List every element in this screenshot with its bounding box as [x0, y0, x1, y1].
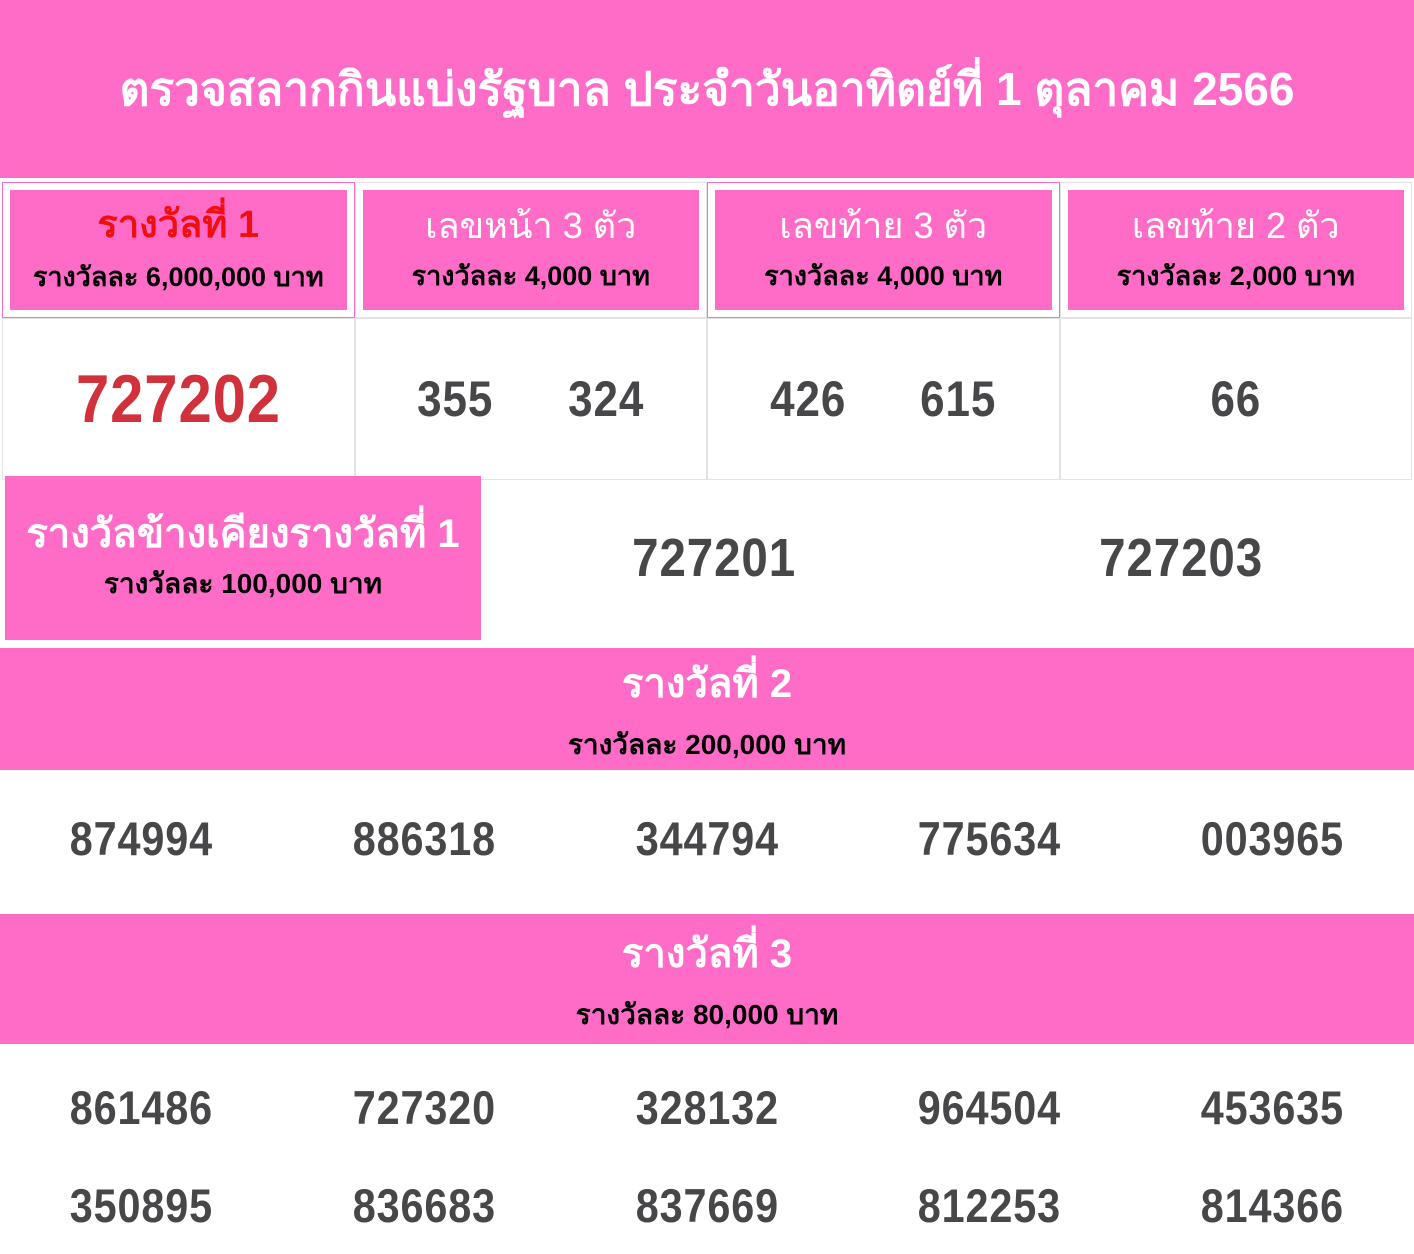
header-cell-last2: เลขท้าย 2 ตัว รางวัลละ 2,000 บาท [1060, 182, 1413, 318]
prize3-number: 861486 [70, 1080, 213, 1135]
last3-header: เลขท้าย 3 ตัว รางวัลละ 4,000 บาท [715, 190, 1052, 310]
prize2-title: รางวัลที่ 2 [622, 651, 792, 715]
prize3-number: 328132 [635, 1080, 778, 1135]
prize3-number: 814366 [1201, 1178, 1344, 1233]
prize3-number: 964504 [918, 1080, 1061, 1135]
prize3-number: 837669 [635, 1178, 778, 1233]
last2-number: 66 [1210, 370, 1261, 428]
last2-title: เลขท้าย 2 ตัว [1132, 203, 1340, 248]
last3-title: เลขท้าย 3 ตัว [779, 203, 987, 248]
prize3-numbers-row-1: 861486 727320 328132 964504 453635 [0, 1058, 1414, 1156]
prize2-banner: รางวัลที่ 2 รางวัลละ 200,000 บาท [0, 648, 1414, 770]
prize2-number: 003965 [1201, 811, 1344, 866]
prize3-banner: รางวัลที่ 3 รางวัลละ 80,000 บาท [0, 914, 1414, 1044]
near-prize-number-2: 727203 [1099, 527, 1263, 589]
page-title: ตรวจสลากกินแบ่งรัฐบาล ประจำวันอาทิตย์ที่… [120, 53, 1295, 126]
near-prize-header: รางวัลข้างเคียงรางวัลที่ 1 รางวัลละ 100,… [5, 476, 481, 640]
prize2-number: 775634 [918, 811, 1061, 866]
last3-number-2: 615 [920, 370, 996, 428]
prize2-subtitle: รางวัลละ 200,000 บาท [568, 723, 846, 767]
header-cell-last3: เลขท้าย 3 ตัว รางวัลละ 4,000 บาท [707, 182, 1060, 318]
page-title-banner: ตรวจสลากกินแบ่งรัฐบาล ประจำวันอาทิตย์ที่… [0, 0, 1414, 178]
prize3-numbers-row-2: 350895 836683 837669 812253 814366 [0, 1156, 1414, 1254]
front3-subtitle: รางวัลละ 4,000 บาท [412, 254, 650, 297]
front3-value-cell: 355 324 [355, 318, 708, 480]
prize3-number: 350895 [70, 1178, 213, 1233]
last3-subtitle: รางวัลละ 4,000 บาท [764, 254, 1002, 297]
front3-title: เลขหน้า 3 ตัว [425, 203, 636, 248]
prize3-subtitle: รางวัลละ 80,000 บาท [576, 993, 839, 1037]
front3-number-2: 324 [568, 370, 644, 428]
last3-number-1: 426 [770, 370, 846, 428]
near-prize-section: รางวัลข้างเคียงรางวัลที่ 1 รางวัลละ 100,… [0, 476, 1414, 640]
near-prize-value-cell: 727201 [481, 476, 948, 640]
prize3-number: 836683 [353, 1178, 496, 1233]
near-prize-title: รางวัลข้างเคียงรางวัลที่ 1 [26, 510, 459, 558]
prize2-number: 886318 [353, 811, 496, 866]
header-cell-front3: เลขหน้า 3 ตัว รางวัลละ 4,000 บาท [355, 182, 708, 318]
last2-subtitle: รางวัลละ 2,000 บาท [1117, 254, 1355, 297]
near-prize-subtitle: รางวัลละ 100,000 บาท [104, 562, 382, 606]
prize3-number: 812253 [918, 1178, 1061, 1233]
near-prize-number-1: 727201 [632, 527, 796, 589]
prize3-number: 453635 [1201, 1080, 1344, 1135]
front3-header: เลขหน้า 3 ตัว รางวัลละ 4,000 บาท [363, 190, 700, 310]
last2-header: เลขท้าย 2 ตัว รางวัลละ 2,000 บาท [1068, 190, 1405, 310]
near-prize-values: 727201 727203 [481, 476, 1414, 640]
prize2-numbers-row: 874994 886318 344794 775634 003965 [0, 770, 1414, 906]
last3-value-cell: 426 615 [707, 318, 1060, 480]
first-prize-value-cell: 727202 [2, 318, 355, 480]
first-prize-number: 727202 [76, 360, 281, 438]
near-prize-value-cell: 727203 [948, 476, 1414, 640]
prize2-number: 344794 [635, 811, 778, 866]
prize3-number: 727320 [353, 1080, 496, 1135]
prize2-number: 874994 [70, 811, 213, 866]
first-prize-subtitle: รางวัลละ 6,000,000 บาท [33, 255, 324, 298]
last2-value-cell: 66 [1060, 318, 1413, 480]
prize3-title: รางวัลที่ 3 [622, 921, 792, 985]
front3-number-1: 355 [417, 370, 493, 428]
header-cell-first-prize: รางวัลที่ 1 รางวัลละ 6,000,000 บาท [2, 182, 355, 318]
first-prize-header: รางวัลที่ 1 รางวัลละ 6,000,000 บาท [10, 190, 347, 310]
top-results-table: รางวัลที่ 1 รางวัลละ 6,000,000 บาท เลขหน… [2, 182, 1412, 480]
first-prize-title: รางวัลที่ 1 [97, 202, 259, 250]
